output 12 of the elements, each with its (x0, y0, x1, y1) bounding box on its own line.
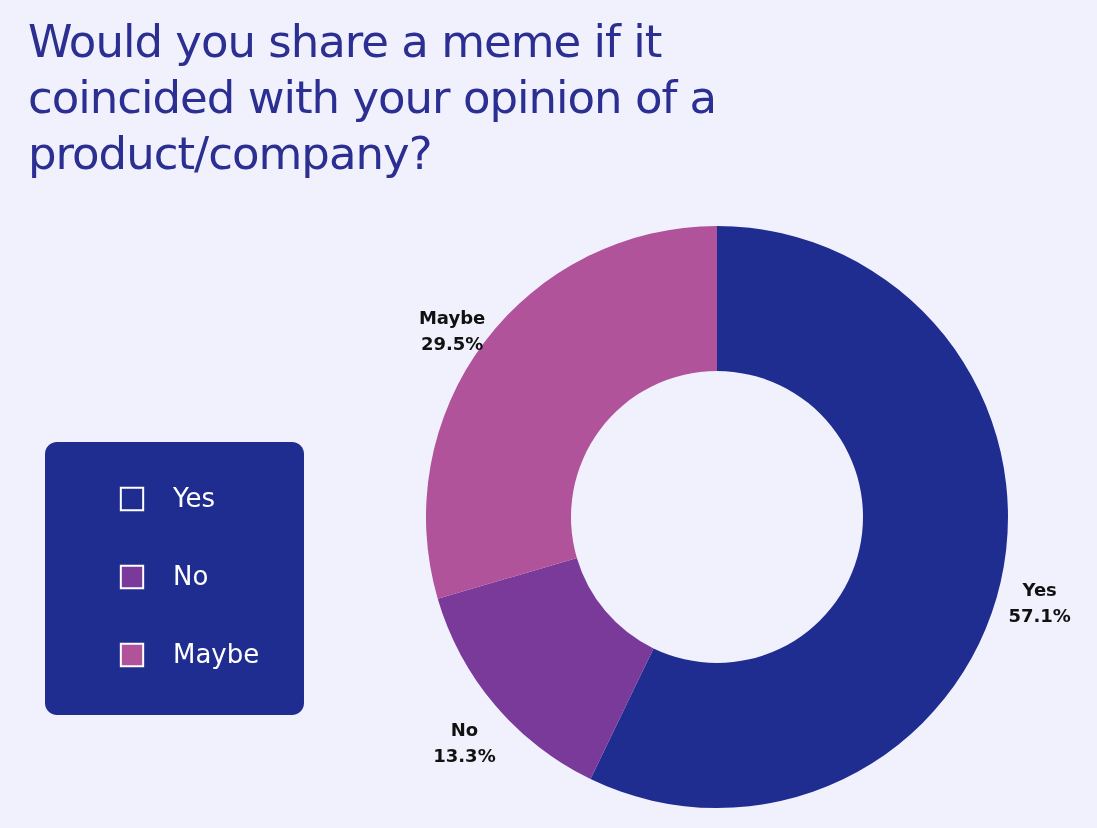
donut-slice (437, 557, 654, 780)
data-label: 57.1% (1008, 604, 1071, 626)
slice-label: Maybe (418, 306, 486, 328)
data-label: 13.3% (433, 744, 496, 766)
legend-label: Maybe (173, 639, 260, 669)
legend-label: Yes (172, 483, 215, 513)
legend-label: No (173, 561, 209, 591)
donut-slice (590, 226, 1008, 808)
data-label: 29.5% (420, 332, 484, 354)
chart-title: Would you share a meme if it coincided with your opinion of a product/company? (28, 14, 718, 182)
slice-label: Yes (1021, 578, 1057, 600)
slice-label: No (450, 718, 479, 740)
